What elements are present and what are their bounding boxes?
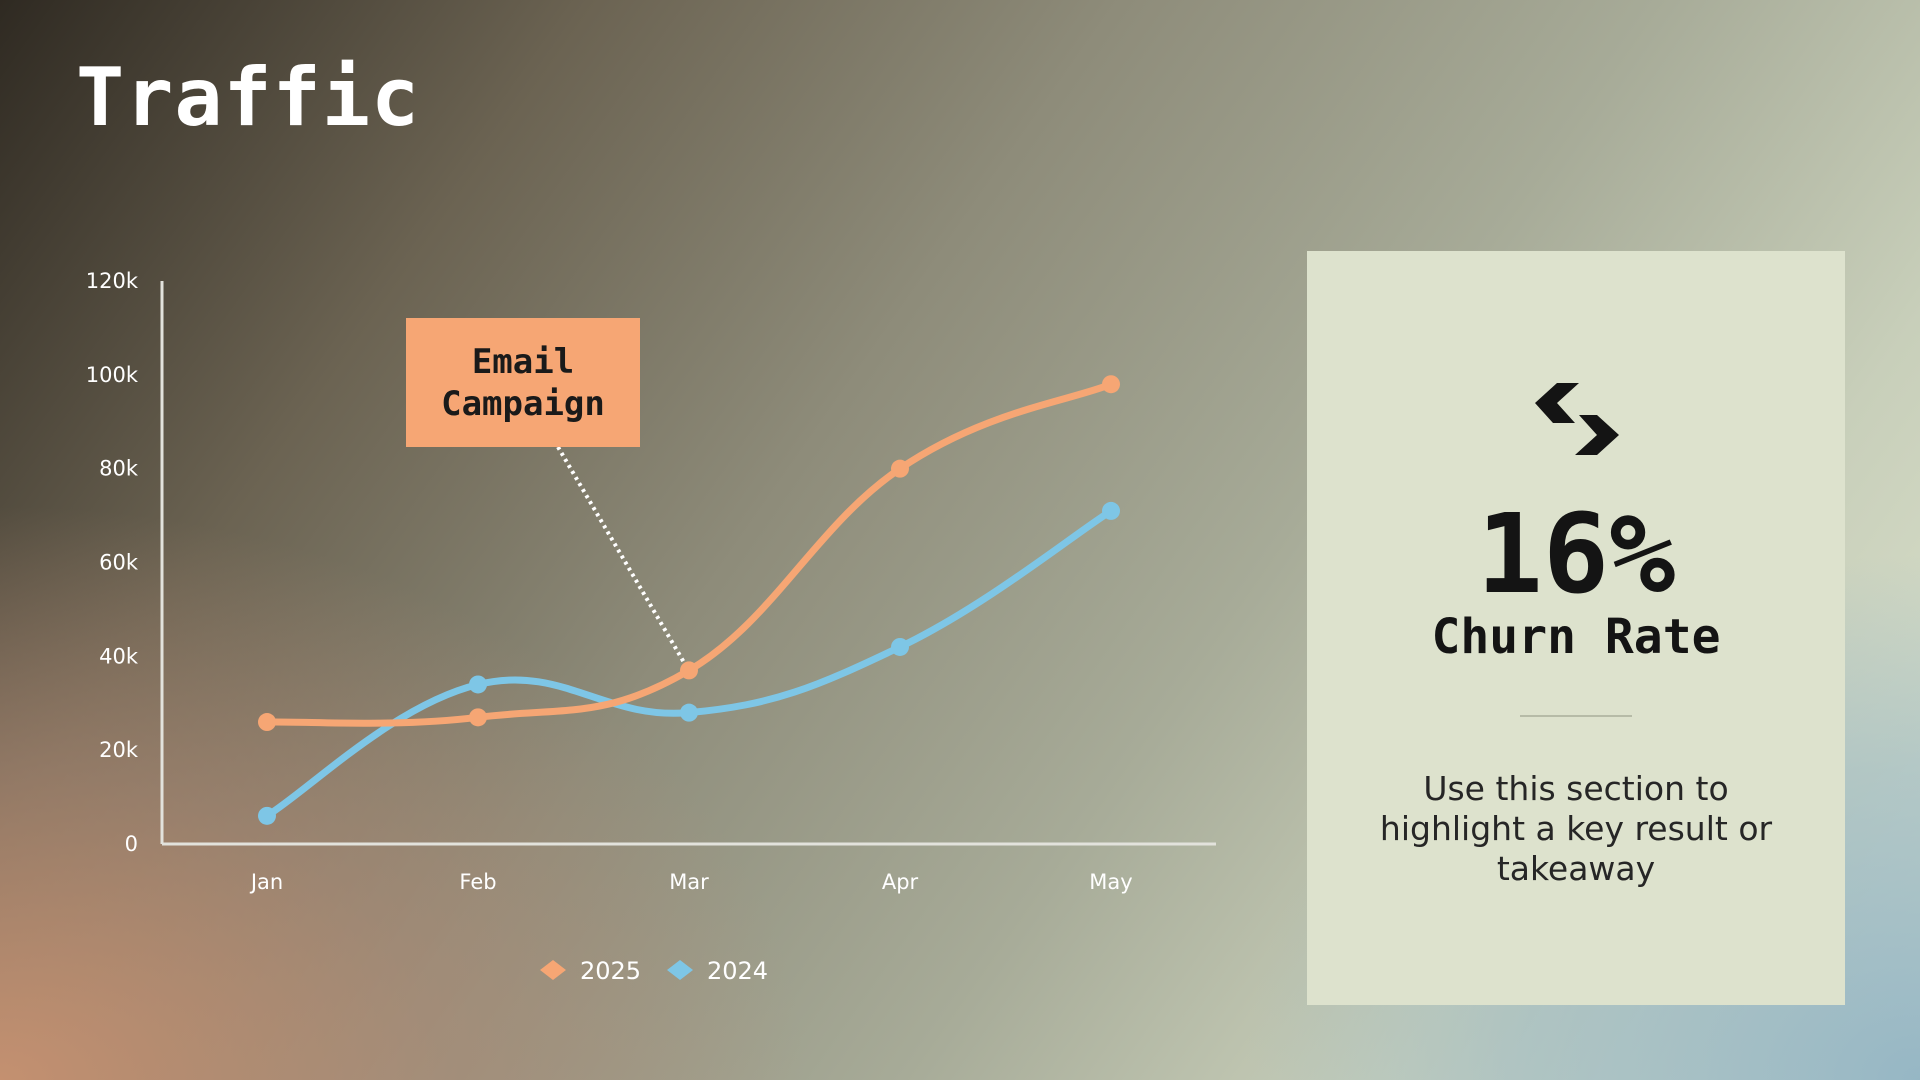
y-tick-label: 0 xyxy=(125,832,138,856)
legend-marker-2024 xyxy=(667,960,693,980)
callout-leader-line xyxy=(556,445,691,673)
kpi-divider xyxy=(1520,715,1632,717)
kpi-value: 16% xyxy=(1476,490,1676,618)
data-point-2024-Feb xyxy=(469,675,487,694)
chevrons-logo-icon xyxy=(1535,383,1619,455)
y-tick-label: 120k xyxy=(86,269,139,293)
x-tick-labels: Jan Feb Mar Apr May xyxy=(249,870,1133,894)
chart-legend: 2025 2024 xyxy=(540,957,768,985)
data-point-2025-Apr xyxy=(891,459,909,478)
legend-label-2025: 2025 xyxy=(580,957,641,985)
callout-label: Email Campaign xyxy=(441,341,605,424)
data-point-2024-Mar xyxy=(680,703,698,722)
data-point-2024-Apr xyxy=(891,637,909,656)
series-lines xyxy=(263,380,1115,820)
x-tick-label: Mar xyxy=(669,870,709,894)
series-points xyxy=(258,375,1120,825)
data-point-2025-Feb xyxy=(469,708,487,727)
x-tick-label: May xyxy=(1089,870,1132,894)
x-tick-label: Jan xyxy=(249,870,283,894)
x-tick-label: Apr xyxy=(882,870,919,894)
y-tick-labels: 0 20k 40k 60k 80k 100k 120k xyxy=(86,269,139,856)
data-point-2025-Jan xyxy=(258,713,276,732)
y-tick-label: 40k xyxy=(99,644,139,668)
y-tick-label: 60k xyxy=(99,551,139,575)
email-campaign-callout: Email Campaign xyxy=(406,318,640,447)
data-point-2024-Jan xyxy=(258,806,276,825)
data-point-2025-May xyxy=(1102,375,1120,394)
kpi-card: 16% Churn Rate Use this section to highl… xyxy=(1307,251,1845,1005)
y-tick-label: 20k xyxy=(99,738,139,762)
data-point-2025-Mar xyxy=(680,661,698,680)
legend-label-2024: 2024 xyxy=(707,957,768,985)
y-tick-label: 80k xyxy=(99,457,139,481)
page-title: Traffic xyxy=(76,51,421,144)
kpi-label: Churn Rate xyxy=(1431,609,1721,665)
data-point-2024-May xyxy=(1102,501,1120,520)
legend-marker-2025 xyxy=(540,960,566,980)
y-tick-label: 100k xyxy=(86,363,139,387)
kpi-description: Use this section to highlight a key resu… xyxy=(1379,769,1773,888)
x-tick-label: Feb xyxy=(459,870,496,894)
